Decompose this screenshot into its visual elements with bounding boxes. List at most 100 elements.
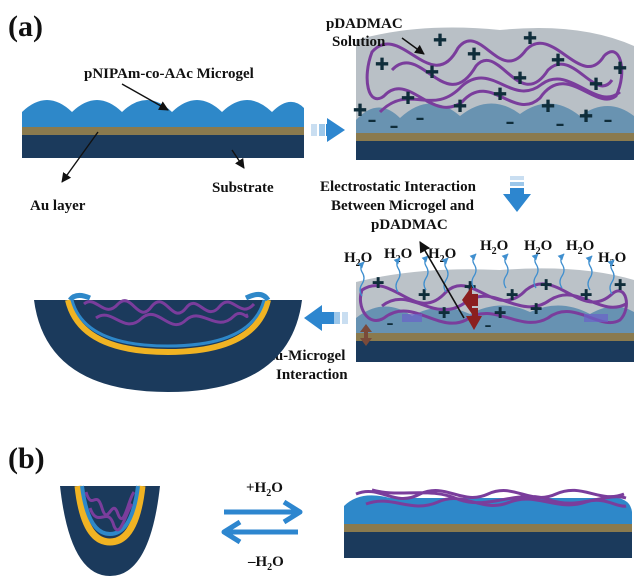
evaporation-arrow (557, 253, 565, 289)
remove-water-arrow-head (221, 519, 242, 545)
negative-charges-microgel: – – – – – – (368, 108, 613, 137)
substrate-label: Substrate (212, 180, 274, 196)
substrate-layer-3 (356, 340, 634, 362)
positive-charge: ✚ (493, 85, 507, 105)
positive-charge: ✚ (540, 276, 553, 294)
arrow-down-step2 (503, 176, 531, 212)
evaporation-arrow (441, 257, 449, 293)
positive-charge: ✚ (418, 286, 431, 304)
pdadmac-label-2: Solution (332, 34, 386, 50)
au-microgel-label-1: Au-Microgel (264, 348, 345, 364)
water-label: H2O (480, 238, 508, 257)
negative-charge: – (556, 114, 565, 135)
water-label: H2O (566, 238, 594, 257)
arrow-left-step3 (304, 305, 348, 331)
positive-charge: ✚ (589, 75, 603, 95)
microgel-pointer (121, 83, 169, 111)
solution-pointer (401, 37, 425, 55)
pdadmac-label-1: pDADMAC (326, 16, 403, 32)
curled-edge-right (244, 292, 271, 302)
positive-charge: ✚ (614, 276, 627, 294)
microgel-label: pNIPAm-co-AAc Microgel (84, 66, 254, 82)
negative-charge: – (368, 110, 377, 131)
evaporation-arrow (469, 253, 477, 289)
positive-charge: ✚ (353, 101, 367, 121)
cup-chains (84, 491, 136, 532)
positive-charge: ✚ (375, 55, 389, 75)
evaporation-arrow (357, 261, 365, 297)
cup-gold-rim (74, 485, 146, 546)
au-layer (22, 127, 304, 135)
electrostatic-label-2: Between Microgel and (331, 198, 475, 214)
au-microgel-label-2: Interaction (276, 367, 348, 383)
positive-charge: ✚ (438, 304, 451, 322)
evaporation-arrow (531, 253, 539, 289)
evaporation-arrow (585, 255, 593, 291)
electrostatic-pointer (419, 241, 465, 319)
negative-charges-drying: – – (387, 316, 492, 334)
substrate-layer (22, 134, 304, 158)
hydration-arrows (221, 499, 303, 545)
evaporation-arrow (501, 253, 509, 289)
au-layer-3 (356, 333, 634, 341)
cup-state (60, 485, 160, 576)
positive-charges-drying: ✚✚ ✚ ✚✚✚✚✚ ✚ ✚ (372, 274, 627, 322)
positive-charge: ✚ (494, 304, 507, 322)
water-label: H2O (598, 250, 626, 269)
positive-charge: ✚ (513, 69, 527, 89)
flat-state (344, 488, 632, 558)
electrostatic-label-1: Electrostatic Interaction (320, 179, 477, 195)
arrow-right-step1 (311, 118, 345, 142)
au-label: Au layer (30, 198, 86, 214)
curled-gold-rim (65, 299, 271, 356)
positive-charge: ✚ (580, 286, 593, 304)
curled-microgel (70, 299, 266, 348)
electrostatic-label-3: pDADMAC (371, 217, 448, 233)
positive-charge: ✚ (433, 31, 447, 51)
positive-charge: ✚ (530, 300, 543, 318)
remove-water-label: –H2O (247, 554, 284, 573)
positive-charge: ✚ (401, 89, 415, 109)
drying-film (356, 268, 634, 362)
au-microgel-interaction-arrow (360, 324, 372, 346)
panel-b-label: (b) (8, 442, 45, 475)
solution-film (356, 27, 634, 160)
substrate-pointer (231, 149, 245, 169)
negative-charge: – (416, 108, 425, 129)
positive-charge: ✚ (464, 278, 477, 296)
panel-a-label: (a) (8, 10, 43, 43)
positive-charge: ✚ (579, 107, 593, 127)
curled-chains (83, 299, 256, 327)
positive-charge: ✚ (523, 29, 537, 49)
flat-substrate (344, 532, 632, 558)
negative-charge: – (604, 110, 613, 131)
positive-charge: ✚ (425, 63, 439, 83)
initial-film (22, 100, 304, 158)
cup-substrate (60, 486, 160, 576)
substrate-layer-2 (356, 140, 634, 160)
negative-charge: – (506, 112, 515, 133)
microgel-layer (22, 100, 304, 127)
positive-charge: ✚ (541, 97, 555, 117)
positive-charge: ✚ (372, 274, 385, 292)
water-label: H2O (344, 250, 372, 269)
evaporation-arrow (393, 257, 401, 293)
flat-chains (355, 488, 627, 508)
positive-charge: ✚ (453, 97, 467, 117)
flat-au-layer (344, 524, 632, 532)
positive-charge: ✚ (613, 59, 627, 79)
cup-microgel (80, 485, 140, 537)
positive-charge: ✚ (551, 51, 565, 71)
pdadmac-chains (365, 39, 624, 114)
electrostatic-interaction-arrow (462, 286, 482, 330)
negative-charge: – (485, 318, 492, 334)
water-label: H2O (524, 238, 552, 257)
curled-edge-left (68, 292, 91, 302)
evaporation-arrow (421, 255, 429, 291)
curled-film (34, 292, 302, 392)
add-water-label: +H2O (246, 480, 283, 499)
negative-charge: – (387, 316, 394, 332)
positive-charges-solution: ✚ ✚ ✚ ✚ ✚ ✚ ✚ ✚ ✚ ✚ ✚ ✚ ✚ ✚ ✚ (353, 29, 627, 127)
